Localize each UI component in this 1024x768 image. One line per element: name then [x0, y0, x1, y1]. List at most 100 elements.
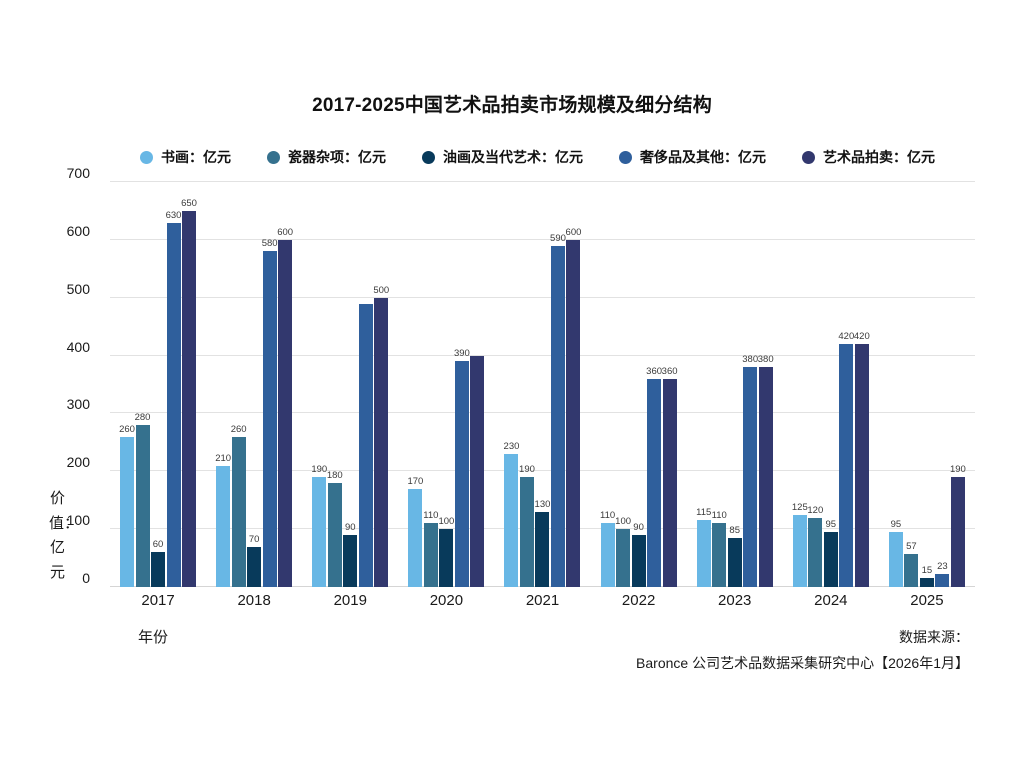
plot-area: 260 280 60 630 650 210 260 70 580 600 190 180 90 500 1…	[110, 181, 975, 587]
x-axis-tick: 2023	[718, 592, 752, 609]
bar-value-label: 260	[230, 423, 247, 435]
bar-value-label: 100	[615, 516, 632, 528]
gridline	[110, 181, 975, 182]
bar[interactable]: 115	[696, 507, 711, 587]
bar[interactable]: 360	[662, 366, 678, 587]
bar[interactable]: 210	[215, 453, 231, 587]
bar[interactable]: 110	[712, 510, 727, 587]
bar-group-2021: 230 190 130 590 600	[494, 182, 590, 587]
legend-label: 奢侈品及其他：亿元	[640, 149, 766, 165]
bar-value-label: 170	[407, 475, 424, 487]
bar[interactable]: 600	[566, 227, 581, 587]
bar[interactable]: 125	[792, 502, 808, 587]
x-axis-tick: 2018	[237, 592, 271, 609]
gridline	[110, 470, 975, 472]
y-axis-tick: 700	[66, 165, 90, 181]
legend-swatch-icon	[140, 150, 153, 164]
legend-label: 书画：亿元	[161, 149, 231, 165]
bar[interactable]: 500	[373, 285, 389, 587]
bar-value-label: 190	[311, 464, 328, 476]
y-axis-tick: 200	[66, 454, 90, 471]
bar[interactable]: 190	[311, 464, 327, 587]
bar[interactable]	[358, 303, 373, 587]
bar[interactable]: 70	[247, 534, 262, 587]
bar-value-label: 360	[646, 365, 663, 377]
bar-value-label: 190	[949, 464, 966, 476]
bar-group-2017: 260 280 60 630 650	[110, 182, 206, 587]
bar[interactable]: 380	[742, 354, 758, 587]
bar[interactable]: 130	[535, 499, 550, 587]
bar[interactable]: 190	[519, 464, 535, 587]
bar-value-label: 210	[215, 452, 232, 464]
bar-value-label: 110	[423, 510, 439, 522]
bar-value-label: 70	[248, 533, 260, 545]
y-axis-tick: 500	[66, 280, 90, 297]
bar-value-label: 500	[373, 284, 390, 296]
bar-value-label: 180	[326, 469, 343, 481]
bar[interactable]: 230	[504, 441, 519, 587]
bar-value-label: 380	[742, 354, 759, 366]
bar[interactable]: 95	[823, 519, 838, 587]
bar-value-label: 90	[633, 521, 644, 533]
x-axis-tick: 2022	[621, 592, 656, 609]
bar-value-label: 190	[519, 464, 535, 476]
x-axis-tick: 2021	[525, 592, 560, 609]
bar[interactable]: 120	[807, 505, 823, 587]
bar-value-label: 125	[791, 501, 808, 513]
legend-item-4[interactable]: 艺术品拍卖：亿元	[802, 147, 935, 167]
bar[interactable]: 590	[550, 233, 566, 587]
bar[interactable]: 280	[135, 412, 150, 587]
bar[interactable]: 600	[277, 227, 293, 587]
bar[interactable]: 260	[119, 424, 135, 587]
bar[interactable]: 650	[181, 198, 197, 587]
bar-value-label: 580	[261, 238, 278, 250]
bar-value-label: 110	[711, 510, 727, 522]
bar-value-label: 600	[277, 226, 294, 238]
legend-swatch-icon	[619, 150, 632, 164]
bar[interactable]: 180	[327, 470, 343, 587]
bar[interactable]: 260	[231, 424, 247, 587]
y-axis: 0 100 200 300 400 500 600 700	[0, 165, 100, 587]
bar[interactable]: 85	[727, 525, 742, 587]
legend-item-2[interactable]: 油画及当代艺术：亿元	[422, 147, 583, 167]
y-axis-tick: 100	[66, 512, 90, 529]
bar-value-label: 90	[344, 521, 356, 533]
bar[interactable]: 360	[646, 366, 662, 587]
bar[interactable]: 95	[888, 519, 903, 587]
bar[interactable]: 15	[919, 565, 934, 587]
bar[interactable]: 580	[262, 238, 278, 587]
gridline	[110, 296, 975, 298]
bar-value-label: 360	[661, 365, 678, 377]
bar[interactable]: 420	[838, 331, 854, 587]
bar-value-label: 95	[825, 519, 837, 531]
bar[interactable]: 170	[407, 476, 423, 587]
x-axis-tick: 2024	[814, 592, 848, 609]
legend-label: 艺术品拍卖：亿元	[823, 149, 935, 165]
bar-value-label: 23	[937, 560, 948, 572]
bar-value-label: 57	[906, 541, 917, 553]
gridline	[110, 238, 975, 240]
bar[interactable]: 57	[904, 541, 919, 587]
gridline	[110, 412, 975, 414]
bar[interactable]: 100	[438, 516, 454, 587]
bar[interactable]: 110	[423, 510, 438, 587]
legend-item-0[interactable]: 书画：亿元	[140, 147, 231, 167]
bar[interactable]: 90	[343, 522, 358, 587]
bar[interactable]: 23	[935, 561, 950, 587]
bar[interactable]: 420	[854, 331, 870, 587]
bar[interactable]: 380	[758, 354, 774, 587]
bar[interactable]	[470, 355, 485, 587]
bar[interactable]: 630	[166, 210, 181, 587]
bar[interactable]: 60	[151, 539, 166, 587]
legend-item-1[interactable]: 瓷器杂项：亿元	[267, 147, 386, 167]
bar[interactable]: 190	[950, 464, 966, 587]
bar[interactable]: 110	[600, 510, 615, 587]
x-axis-tick: 2025	[910, 592, 944, 609]
data-source-line1: 数据来源：	[899, 629, 969, 645]
bar[interactable]: 90	[631, 522, 646, 587]
legend-item-3[interactable]: 奢侈品及其他：亿元	[619, 147, 766, 167]
bar-value-label: 390	[453, 348, 470, 360]
bar[interactable]: 390	[454, 348, 470, 587]
bar[interactable]: 100	[615, 516, 631, 587]
